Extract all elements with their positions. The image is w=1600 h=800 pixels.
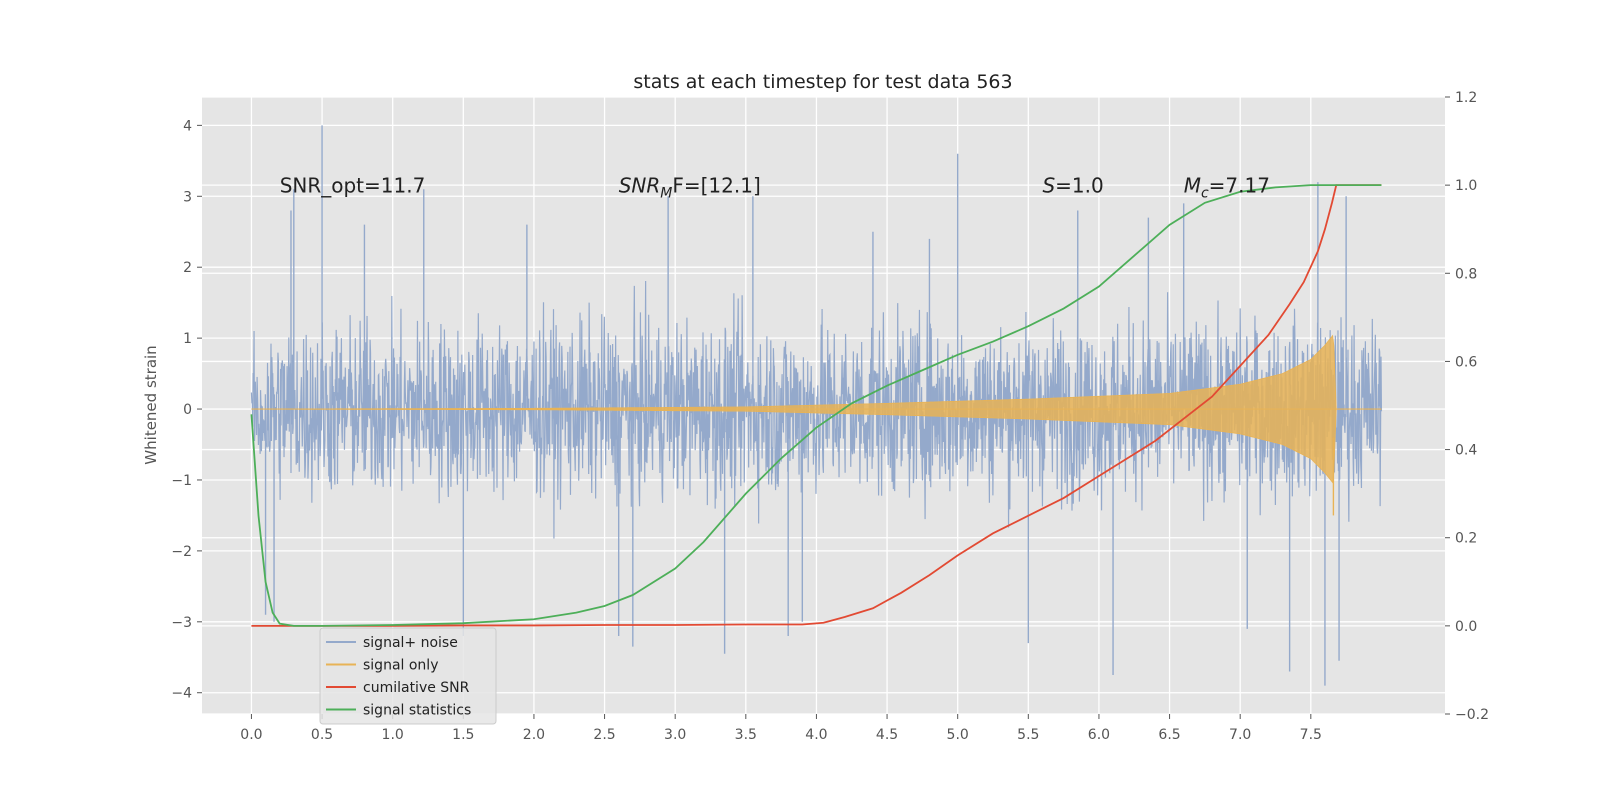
y2-tick-label: −0.2 [1455,707,1489,723]
y-tick-label: −4 [171,686,192,702]
x-tick-label: 2.5 [593,727,615,743]
legend-label: cumilative SNR [363,680,470,696]
x-tick-label: 1.0 [382,727,404,743]
x-tick-label: 5.5 [1017,727,1039,743]
y2-tick-label: 0.0 [1455,619,1477,635]
x-tick-label: 2.0 [523,727,545,743]
x-tick-label: 3.5 [735,727,757,743]
x-tick-label: 5.0 [947,727,969,743]
y-tick-label: 3 [183,189,192,205]
legend-label: signal+ noise [363,635,458,651]
y-tick-label: 1 [183,331,192,347]
x-tick-label: 1.5 [452,727,474,743]
legend-label: signal only [363,658,438,674]
y2-tick-label: 1.0 [1455,178,1477,194]
annotation-text: SNR_opt=11.7 [280,174,426,198]
x-tick-label: 4.0 [805,727,827,743]
y2-tick-label: 1.2 [1455,90,1477,106]
y2-tick-label: 0.6 [1455,354,1477,370]
cumulative-snr-line [251,184,1382,627]
y-tick-label: 2 [183,260,192,276]
annotation-text: S=1.0 [1042,174,1103,198]
x-tick-label: 3.0 [664,727,686,743]
x-tick-label: 6.5 [1158,727,1180,743]
y-tick-label: −2 [171,544,192,560]
y-tick-label: 4 [183,118,192,134]
axes: 0.0 0.5 1.0 1.5 2.0 2.5 3.0 3.5 4.0 4.5 5.0 5.5 6.0 6… [171,90,1489,743]
annotations: SNR_opt=11.7 SNRMF=[12.1] S=1.0 Mc=7.17 [280,174,1270,202]
x-tick-label: 0.0 [240,727,262,743]
y-tick-label: −3 [171,615,192,631]
annotation-text: SNRMF=[12.1] [619,174,761,202]
y2-tick-label: 0.4 [1455,443,1477,459]
y2-tick-label: 0.8 [1455,266,1477,282]
chart-title: stats at each timestep for test data 563 [633,71,1012,93]
legend: signal+ noise signal only cumilative SNR si… [319,627,497,725]
y-axis-label: Whitened strain [142,345,160,464]
x-tick-label: 4.5 [876,727,898,743]
y-tick-label: 0 [183,402,192,418]
signal-only-series [251,334,1382,516]
x-tick-label: 6.0 [1088,727,1110,743]
line-series [250,184,1382,627]
x-tick-label: 7.5 [1300,727,1322,743]
y-tick-label: −1 [171,473,192,489]
x-tick-label: 7.0 [1229,727,1251,743]
x-tick-label: 0.5 [311,727,333,743]
y2-tick-label: 0.2 [1455,531,1477,547]
legend-box [319,627,497,725]
legend-label: signal statistics [363,703,471,719]
annotation-text: Mc=7.17 [1184,174,1270,202]
signal-statistics-line [250,184,1382,627]
